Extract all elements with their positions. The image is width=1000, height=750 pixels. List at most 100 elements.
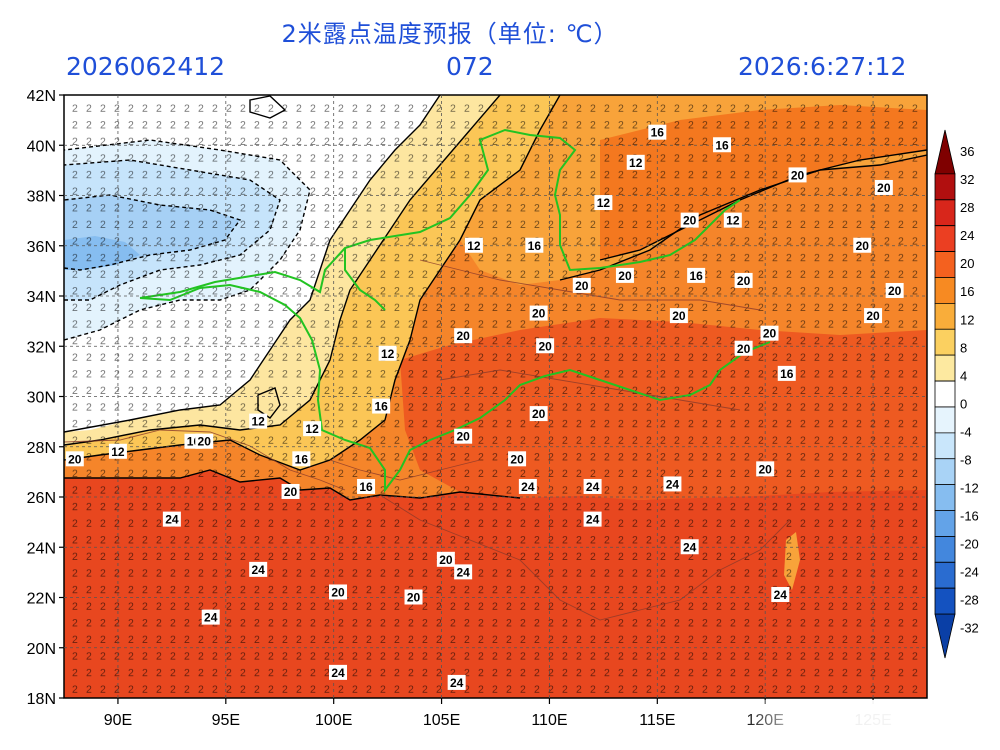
- value-label: 20: [456, 430, 470, 444]
- lat-tick-label: 18N: [27, 691, 56, 708]
- colorbar: 36 32 28 24 20 16 12 8 4 0 -4 -8 -12 -16 -20 -24 -28 -32: [934, 129, 979, 659]
- value-label: 16: [359, 480, 373, 494]
- colorbar-level-label: 12: [960, 312, 974, 327]
- value-label: 12: [111, 445, 125, 459]
- value-label: 20: [763, 327, 777, 341]
- value-label-box: [663, 476, 682, 492]
- colorbar-segment: [934, 302, 956, 330]
- value-label: 20: [856, 239, 870, 253]
- map-title: 2米露点温度预报（单位: ℃）: [281, 20, 619, 48]
- colorbar-segment: [934, 510, 956, 537]
- value-label-box: [162, 511, 181, 527]
- value-label-box: [853, 237, 872, 253]
- value-label: 20: [532, 407, 546, 421]
- colorbar-level-label: 20: [960, 256, 974, 271]
- colorbar-segment: [934, 129, 956, 175]
- value-label-box: [108, 443, 127, 459]
- value-label-box: [777, 365, 796, 381]
- value-label-box: [303, 421, 322, 437]
- value-label: 20: [532, 307, 546, 321]
- value-label-box: [626, 154, 645, 170]
- value-label: 12: [381, 347, 395, 361]
- lon-tick-label: 115E: [639, 712, 675, 729]
- value-label: 24: [204, 611, 218, 625]
- lat-tick-label: 22N: [27, 591, 56, 608]
- lat-tick-label: 28N: [27, 440, 56, 457]
- colorbar-level-label: 24: [960, 228, 974, 243]
- value-label-box: [669, 308, 688, 324]
- colorbar-segment: [934, 536, 956, 563]
- value-label-box: [788, 167, 807, 183]
- yellow-river: [139, 128, 741, 299]
- value-label-box: [404, 589, 423, 605]
- plot-area: [64, 95, 927, 698]
- value-label-box: [329, 584, 348, 600]
- colorbar-level-label: -24: [960, 565, 979, 580]
- colorbar-segment: [934, 380, 956, 408]
- valid-time-label: 2026:6:27:12: [738, 52, 907, 81]
- value-label-box: [687, 267, 706, 283]
- value-label: 24: [586, 513, 600, 527]
- value-label-box: [594, 195, 613, 211]
- value-label-box: [372, 398, 391, 414]
- value-label: 20: [737, 274, 751, 288]
- colorbar-segment: [934, 613, 956, 659]
- colorbar-level-label: -12: [960, 481, 979, 496]
- value-label-box: [195, 433, 214, 449]
- lat-tick-label: 32N: [27, 339, 56, 356]
- value-label-box: [583, 478, 602, 494]
- value-label: 16: [780, 367, 794, 381]
- value-label-box: [281, 483, 300, 499]
- colorbar-segment: [934, 225, 956, 252]
- value-label: 20: [759, 462, 773, 476]
- lat-tick-label: 40N: [27, 138, 56, 155]
- value-label: 16: [295, 452, 309, 466]
- value-label-box: [723, 212, 742, 228]
- value-label: 12: [305, 422, 319, 436]
- lead-hours-label: 072: [446, 52, 494, 81]
- value-label: 12: [597, 196, 611, 210]
- colorbar-segment: [934, 173, 956, 201]
- value-label-box: [572, 277, 591, 293]
- colorbar-level-label: 0: [960, 396, 967, 411]
- value-label: 24: [450, 676, 464, 690]
- value-label-box: [518, 478, 537, 494]
- colorbar-level-label: 4: [960, 368, 967, 383]
- value-label-box: [760, 325, 779, 341]
- value-label-box: [454, 328, 473, 344]
- colorbar-level-label: 28: [960, 200, 974, 215]
- colorbar-segment: [934, 432, 956, 460]
- colorbar-segment: [934, 587, 956, 615]
- value-label: 24: [586, 480, 600, 494]
- yangtze-river: [139, 283, 771, 493]
- value-label-box: [771, 586, 790, 602]
- value-label: 24: [521, 480, 535, 494]
- value-label: 24: [331, 666, 345, 680]
- value-label: 24: [683, 540, 697, 554]
- value-label: 20: [575, 279, 589, 293]
- colorbar-level-label: -16: [960, 509, 979, 524]
- value-label: 20: [456, 329, 470, 343]
- watermark-overlay: [740, 700, 1000, 750]
- value-label: 20: [737, 342, 751, 356]
- colorbar-segment: [934, 199, 956, 227]
- value-label: 16: [651, 126, 665, 140]
- value-label: 20: [284, 485, 298, 499]
- lon-tick-label: 100E: [315, 712, 352, 729]
- value-label-box: [249, 413, 268, 429]
- init-time-label: 2026062412: [66, 52, 226, 81]
- colorbar-level-label: -8: [960, 452, 972, 467]
- value-label: 20: [888, 284, 902, 298]
- value-label-box: [680, 212, 699, 228]
- value-label: 20: [510, 452, 524, 466]
- lon-tick-label: 105E: [423, 712, 460, 729]
- value-label-box: [615, 267, 634, 283]
- colorbar-segment: [934, 277, 956, 304]
- colorbar-level-label: 36: [960, 144, 974, 159]
- value-label-box: [292, 451, 311, 467]
- colorbar-segment: [934, 484, 956, 511]
- colorbar-segment: [934, 251, 956, 278]
- colorbar-level-label: 32: [960, 172, 974, 187]
- lat-tick-label: 42N: [27, 88, 56, 105]
